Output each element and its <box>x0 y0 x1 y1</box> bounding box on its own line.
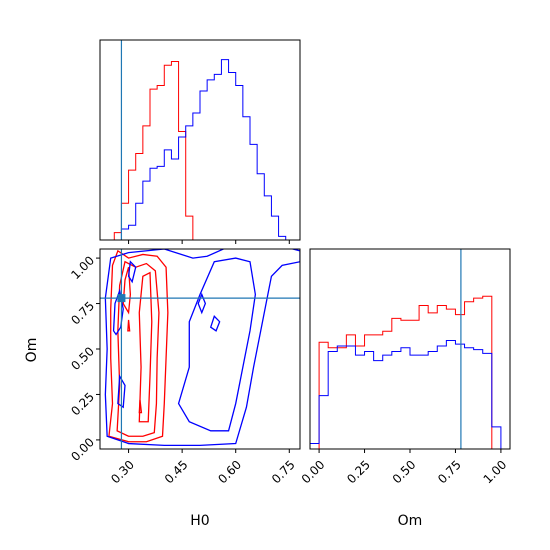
x-axis-label-om: Om <box>398 513 423 529</box>
h0-hist-series-1 <box>107 59 300 240</box>
contour-x-tick-label-1: 0.45 <box>162 458 191 487</box>
contour-y-tick-label-1: 0.25 <box>68 390 97 419</box>
om-hist-series-0 <box>310 295 510 449</box>
contour-y-tick-label-0: 0.00 <box>68 435 97 464</box>
contour-4 <box>138 399 143 414</box>
contour-11 <box>197 292 207 315</box>
contour-x-tick-label-2: 0.60 <box>215 458 244 487</box>
contour-x-tick-label-0: 0.30 <box>108 458 137 487</box>
contour-1 <box>116 260 160 437</box>
contour-5 <box>127 319 131 332</box>
h0-hist-frame <box>99 39 301 241</box>
contour-y-tick-label-2: 0.50 <box>68 344 97 373</box>
contour-9 <box>127 260 137 284</box>
contour-8 <box>112 288 124 336</box>
h0-om-contour-panel: 0.30 0.45 0.60 0.75 0.00 0.25 0.50 0.75 1.00 <box>68 248 301 487</box>
h0-histogram-panel <box>99 39 301 244</box>
om-hist-x-tick-label-1: 0.25 <box>344 458 373 487</box>
om-hist-series-1 <box>310 339 510 449</box>
contour-y-tick-label-4: 1.00 <box>68 253 97 282</box>
contour-2 <box>138 271 153 423</box>
om-hist-x-tick-label-3: 0.75 <box>435 458 464 487</box>
om-hist-x-tick-label-0: 0.00 <box>299 458 328 487</box>
truth-marker <box>117 294 126 303</box>
x-axis-label-h0: H0 <box>190 513 209 529</box>
contour-3 <box>122 267 132 315</box>
contour-0 <box>108 249 169 443</box>
contour-x-tick-label-3: 0.75 <box>269 458 298 487</box>
contour-7 <box>177 257 257 432</box>
om-hist-x-tick-label-2: 0.50 <box>390 458 419 487</box>
om-hist-x-tick-label-4: 1.00 <box>481 458 510 487</box>
om-histogram-panel: 0.00 0.25 0.50 0.75 1.00 <box>299 248 511 487</box>
contour-6 <box>104 249 300 447</box>
h0-hist-series-0 <box>107 61 300 240</box>
contour-12 <box>209 315 221 332</box>
contour-y-tick-label-3: 0.75 <box>68 299 97 328</box>
y-axis-label-om: Om <box>24 338 40 363</box>
